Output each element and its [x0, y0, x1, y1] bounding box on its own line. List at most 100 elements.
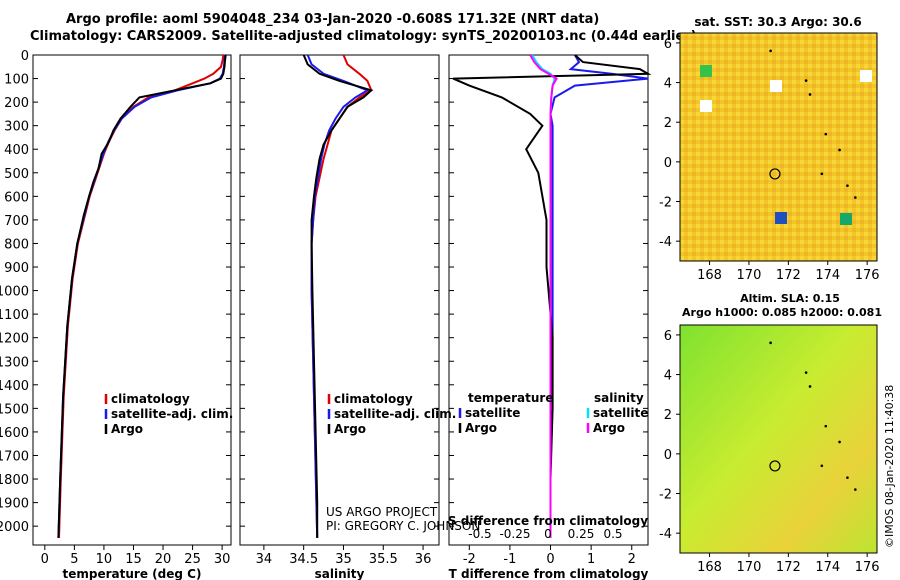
x-tick-label: 0 — [546, 552, 554, 567]
depth-tick-label: 1200 — [0, 332, 29, 347]
island-marker — [838, 440, 841, 444]
imos-stamp: ©IMOS 08-Jan-2020 11:40:38 — [883, 385, 896, 548]
depth-tick-label: 1700 — [0, 449, 29, 464]
x-tick-label: 168 — [697, 268, 722, 283]
series-line-climatology — [310, 54, 373, 538]
depth-tick-label: 900 — [4, 261, 29, 276]
island-marker — [820, 464, 824, 468]
depth-tick-label: 1300 — [0, 355, 29, 370]
legend-title-temperature: temperature — [468, 391, 553, 405]
x-tick-label: -2 — [463, 552, 476, 567]
sst-map: 168 170 172 174 176 -4 -2 0 2 4 6 sat. SST: 30.3 Ar… — [659, 15, 880, 283]
sla-map: 168 170 172 174 176 -4 -2 0 2 4 6 Altim. SLA: 0.15A… — [659, 292, 882, 575]
island-marker — [769, 341, 772, 345]
depth-tick-label: 1400 — [0, 379, 29, 394]
island-marker — [824, 132, 828, 136]
credit-pi: PI: GREGORY C. JOHNSON — [326, 519, 480, 533]
depth-tick-label: 200 — [4, 96, 29, 111]
x-tick-label: 36 — [415, 552, 432, 567]
x-tick-label: 34 — [256, 552, 273, 567]
title-line-2: Climatology: CARS2009. Satellite-adjuste… — [30, 29, 697, 44]
sst-anomaly-cell — [860, 70, 872, 82]
island-marker — [808, 93, 812, 96]
y-tick-label: -2 — [659, 488, 672, 503]
series-line-t-satellite — [549, 54, 649, 538]
depth-tick-label: 1900 — [0, 497, 29, 512]
x-tick-label: 34.5 — [289, 552, 318, 567]
legend-label: Argo — [334, 422, 366, 436]
x-tick-label: 2 — [628, 552, 636, 567]
x-tick-label: 35.5 — [369, 552, 398, 567]
x-tick-label: 10 — [96, 552, 113, 567]
legend-title-salinity: salinity — [594, 391, 644, 405]
y-tick-label: -4 — [659, 235, 672, 250]
x-tick-label: 15 — [125, 552, 142, 567]
legend-label: satellite — [465, 406, 520, 420]
x-tick-label: 176 — [855, 560, 880, 575]
legend-label: climatology — [111, 392, 190, 406]
y-tick-label: 0 — [664, 448, 672, 463]
x-tick-label: 35 — [335, 552, 352, 567]
series-line-satellite-adj-clim- — [57, 54, 227, 538]
x-tick-label: 5 — [70, 552, 78, 567]
series-line-s-argo — [529, 54, 558, 538]
x-tick-label: 1 — [587, 552, 595, 567]
x-tick-label: 0 — [41, 552, 49, 567]
y-tick-label: -4 — [659, 527, 672, 542]
depth-tick-label: 1800 — [0, 473, 29, 488]
series-line-argo — [57, 54, 227, 538]
temperature-panel-xlabel: temperature (deg C) — [63, 567, 202, 580]
difference-panel: -2 -1 0 1 2T difference from climatology S di… — [448, 54, 652, 580]
sla-map-title-1: Altim. SLA: 0.15 — [740, 292, 840, 305]
y-tick-label: 2 — [664, 116, 672, 131]
salinity-panel-frame — [239, 54, 440, 546]
legend-label: Argo — [111, 422, 143, 436]
depth-tick-label: 0 — [21, 49, 29, 64]
depth-tick-label: 700 — [4, 214, 29, 229]
island-marker — [838, 148, 841, 152]
depth-tick-label: 600 — [4, 190, 29, 205]
temperature-panel-frame — [32, 54, 232, 546]
legend-label: climatology — [334, 392, 413, 406]
salinity-panel: 34 34.5 35 35.5 36 salinity climatologysatelli… — [239, 54, 480, 580]
island-marker — [804, 371, 808, 374]
top-tick-label: 0.25 — [568, 527, 595, 541]
sst-anomaly-cell — [700, 65, 712, 77]
island-marker — [769, 49, 772, 53]
sst-anomaly-cell — [775, 212, 787, 224]
x-tick-label: 172 — [776, 268, 801, 283]
depth-tick-label: 100 — [4, 73, 29, 88]
legend-label: satellite — [593, 406, 648, 420]
depth-tick-label: 1000 — [0, 285, 29, 300]
island-marker — [854, 196, 857, 199]
sla-map-title-2: Argo h1000: 0.085 h2000: 0.081 — [682, 306, 882, 319]
depth-tick-label: 2000 — [0, 520, 29, 535]
island-marker — [846, 184, 849, 187]
legend-label: Argo — [593, 421, 625, 435]
depth-tick-label: 400 — [4, 143, 29, 158]
difference-panel-frame — [448, 54, 649, 546]
y-tick-label: 2 — [664, 408, 672, 423]
series-line-t-argo — [452, 54, 652, 538]
y-tick-label: 6 — [664, 329, 672, 344]
y-tick-label: 6 — [664, 37, 672, 52]
x-tick-label: 174 — [815, 268, 840, 283]
x-tick-label: -1 — [503, 552, 516, 567]
x-tick-label: 176 — [855, 268, 880, 283]
salinity-panel-xlabel: salinity — [315, 567, 365, 580]
difference-top-xlabel: S difference from climatology — [448, 514, 648, 528]
sst-anomaly-cell — [770, 80, 782, 92]
sla-map-field — [679, 324, 878, 554]
top-tick-label: -0.5 — [468, 527, 491, 541]
depth-tick-label: 500 — [4, 167, 29, 182]
island-marker — [854, 488, 857, 491]
sst-anomaly-cell — [840, 213, 852, 225]
series-line-argo — [302, 54, 374, 538]
top-tick-label: 0.5 — [603, 527, 622, 541]
y-tick-label: 0 — [664, 156, 672, 171]
depth-tick-label: 1600 — [0, 426, 29, 441]
x-tick-label: 174 — [815, 560, 840, 575]
depth-tick-label: 1100 — [0, 308, 29, 323]
argo-position-marker — [769, 460, 781, 472]
